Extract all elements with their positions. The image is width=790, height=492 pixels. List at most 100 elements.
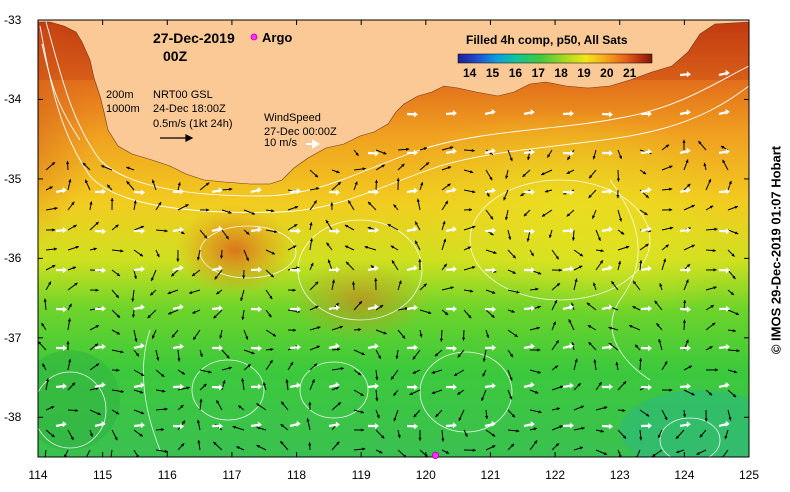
current-arrow bbox=[523, 209, 531, 217]
current-arrow bbox=[529, 326, 540, 331]
current-arrow bbox=[462, 329, 466, 341]
current-arrow bbox=[306, 418, 311, 431]
current-arrow bbox=[661, 165, 673, 171]
wind-arrow bbox=[55, 187, 67, 194]
current-arrow bbox=[661, 409, 668, 421]
contour-1000-label: 1000m bbox=[106, 103, 140, 115]
current-arrow bbox=[456, 389, 465, 396]
current-arrow bbox=[67, 408, 79, 413]
current-arrow bbox=[280, 423, 289, 431]
current-arrow bbox=[727, 349, 740, 353]
current-arrow bbox=[375, 149, 387, 155]
current-arrow bbox=[213, 309, 223, 319]
map-date: 27-Dec-2019 bbox=[153, 30, 235, 46]
wind-arrow bbox=[211, 265, 223, 272]
current-arrow bbox=[67, 201, 75, 211]
current-arrow bbox=[221, 366, 233, 371]
wind-arrow bbox=[133, 422, 145, 429]
wind-arrow bbox=[718, 305, 730, 312]
current-arrow bbox=[67, 178, 72, 191]
wind-arrow bbox=[679, 226, 691, 233]
current-arrow bbox=[133, 269, 137, 280]
current-arrow bbox=[279, 440, 289, 451]
wind-arrow bbox=[445, 226, 457, 233]
current-arrow bbox=[638, 358, 643, 371]
current-arrow bbox=[45, 206, 58, 211]
current-arrow bbox=[111, 269, 121, 277]
wind-arrow bbox=[484, 382, 496, 389]
current-arrow bbox=[67, 245, 80, 251]
current-arrow bbox=[155, 369, 165, 378]
wind-arrow bbox=[484, 187, 496, 194]
current-arrow bbox=[568, 318, 575, 331]
wind-arrow bbox=[55, 227, 67, 234]
current-arrow bbox=[353, 447, 366, 451]
current-arrow bbox=[704, 409, 708, 422]
current-arrow bbox=[397, 429, 401, 439]
colorbar-tick-label: 14 bbox=[463, 66, 477, 80]
wind-arrow bbox=[367, 343, 379, 350]
current-arrow bbox=[615, 361, 619, 371]
current-arrow bbox=[353, 369, 362, 376]
current-arrow bbox=[155, 349, 160, 361]
current-arrow bbox=[505, 169, 509, 179]
wind-arrow bbox=[718, 267, 730, 274]
wind-arrow bbox=[640, 110, 652, 117]
current-arrow bbox=[683, 389, 695, 396]
current-arrow bbox=[697, 140, 707, 151]
current-arrow bbox=[256, 403, 267, 411]
current-arrow bbox=[727, 329, 736, 333]
current-arrow bbox=[67, 282, 78, 291]
current-arrow bbox=[551, 339, 560, 351]
current-arrow bbox=[331, 169, 340, 174]
current-arrow bbox=[147, 309, 157, 319]
current-arrow bbox=[610, 280, 619, 291]
lon-tick-label: 118 bbox=[286, 468, 307, 482]
current-arrow bbox=[507, 409, 516, 418]
wind-arrow bbox=[679, 266, 691, 273]
current-arrow bbox=[66, 341, 70, 351]
current-arrow bbox=[390, 245, 399, 251]
current-arrow bbox=[199, 369, 212, 374]
current-arrow bbox=[551, 425, 563, 431]
current-arrow bbox=[551, 268, 562, 272]
wind-scale-arrow bbox=[306, 139, 320, 149]
current-arrow bbox=[396, 178, 400, 191]
current-arrow bbox=[133, 200, 137, 211]
current-arrow bbox=[419, 283, 428, 291]
current-arrow bbox=[419, 309, 432, 315]
current-arrow bbox=[221, 187, 233, 191]
current-arrow bbox=[309, 238, 313, 251]
lon-tick-label: 119 bbox=[351, 468, 371, 482]
current-arrow bbox=[308, 442, 312, 451]
lat-tick-label: -38 bbox=[4, 410, 22, 425]
current-arrow bbox=[463, 189, 476, 194]
current-arrow bbox=[639, 243, 649, 251]
current-arrow bbox=[393, 389, 399, 397]
wind-arrow bbox=[94, 343, 106, 350]
current-arrow bbox=[219, 249, 224, 259]
current-arrow bbox=[412, 369, 421, 374]
current-arrow bbox=[571, 229, 576, 241]
current-arrow bbox=[100, 165, 113, 171]
wind-arrow bbox=[250, 421, 262, 428]
current-arrow bbox=[544, 189, 553, 193]
lon-tick-label: 116 bbox=[157, 468, 177, 482]
wind-arrow bbox=[211, 305, 223, 312]
wind-arrow bbox=[445, 110, 457, 117]
wind-arrow bbox=[679, 345, 691, 352]
current-arrow bbox=[485, 209, 494, 220]
current-arrow bbox=[309, 187, 320, 191]
current-arrow bbox=[551, 407, 561, 411]
current-arrow bbox=[419, 181, 424, 191]
wind-arrow bbox=[601, 226, 613, 233]
current-arrow bbox=[393, 204, 399, 211]
wind-arrow bbox=[562, 382, 574, 389]
current-arrow bbox=[696, 449, 707, 456]
colorbar-tick-label: 21 bbox=[623, 66, 637, 80]
current-arrow bbox=[89, 363, 100, 371]
current-arrow bbox=[243, 209, 256, 215]
colorbar-tick-label: 15 bbox=[485, 66, 500, 80]
current-arrow bbox=[463, 169, 474, 174]
wind-arrow bbox=[211, 187, 223, 194]
